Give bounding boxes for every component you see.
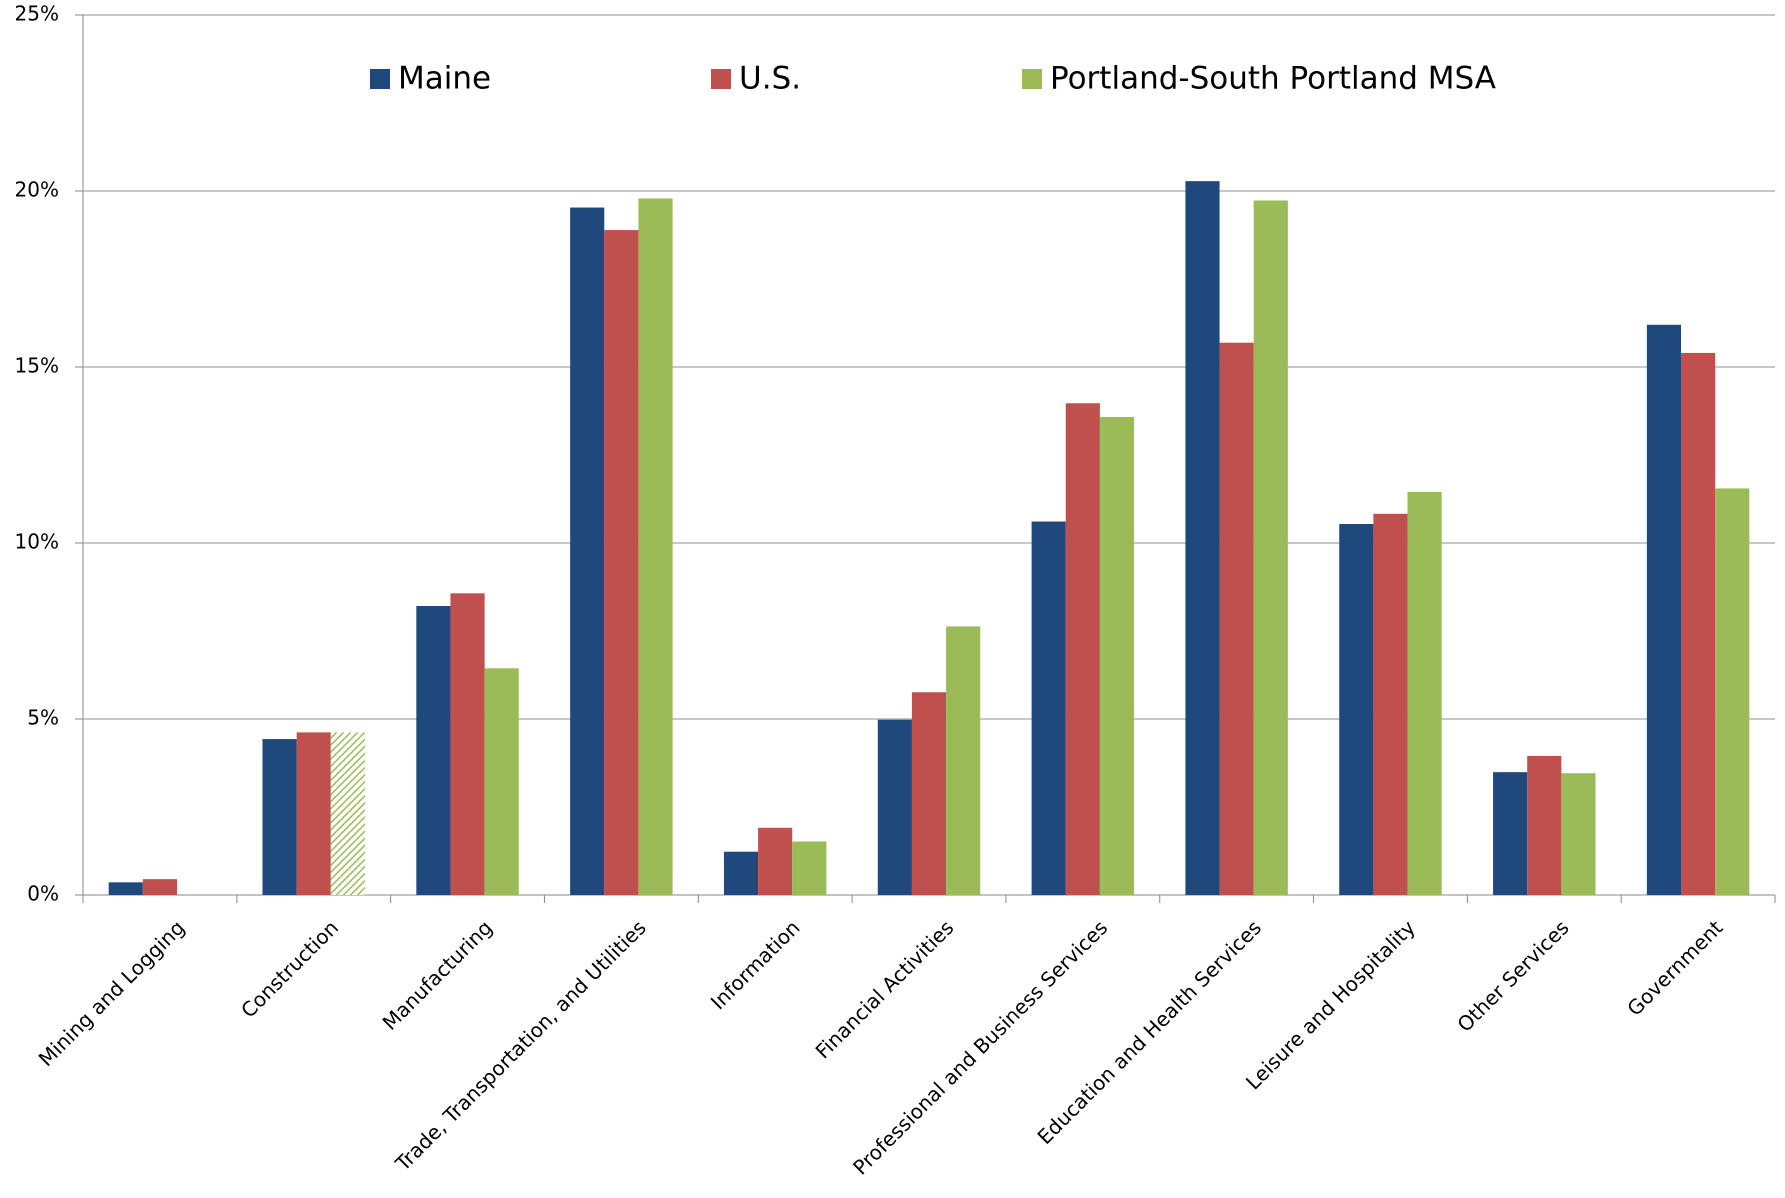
bar xyxy=(1185,181,1220,896)
legend-label: Maine xyxy=(398,61,491,97)
legend-swatch xyxy=(1022,69,1042,89)
bar xyxy=(1219,342,1254,895)
x-tick-label: Financial Activities xyxy=(811,915,959,1063)
x-tick-label: Manufacturing xyxy=(378,915,497,1034)
bar xyxy=(1493,772,1528,895)
bar xyxy=(1065,403,1100,895)
x-tick-label: Trade, Transportation, and Utilities xyxy=(390,915,651,1176)
y-tick-label: 25% xyxy=(15,2,59,26)
bar xyxy=(1407,491,1442,895)
bar xyxy=(416,606,451,895)
y-tick-label: 10% xyxy=(15,530,59,554)
bar xyxy=(1715,488,1750,895)
x-tick-label: Information xyxy=(706,915,805,1014)
bar xyxy=(946,626,981,895)
bar xyxy=(1031,521,1066,895)
y-tick-label: 20% xyxy=(15,178,59,202)
bar xyxy=(911,692,947,895)
x-tick-label: Government xyxy=(1622,915,1727,1020)
x-tick-label: Construction xyxy=(236,915,343,1022)
bar xyxy=(1527,755,1562,895)
legend-label: U.S. xyxy=(739,61,801,97)
bar xyxy=(1339,523,1374,895)
y-tick-label: 0% xyxy=(27,882,59,906)
legend-swatch xyxy=(711,69,731,89)
bar xyxy=(484,668,519,895)
bar xyxy=(1373,513,1408,895)
bar xyxy=(142,879,177,895)
x-tick-label: Leisure and Hospitality xyxy=(1241,915,1420,1094)
bar xyxy=(1253,200,1288,895)
x-tick-label: Professional and Business Services xyxy=(848,915,1112,1179)
y-tick-label: 15% xyxy=(15,354,59,378)
legend-label: Portland-South Portland MSA xyxy=(1050,61,1496,97)
bar xyxy=(877,719,912,895)
bar xyxy=(1099,416,1135,895)
bar xyxy=(330,732,365,895)
bar xyxy=(638,198,673,896)
y-tick-label: 5% xyxy=(27,706,59,730)
bar xyxy=(108,882,143,895)
bar xyxy=(1561,773,1596,895)
bar xyxy=(262,739,297,895)
bar xyxy=(1681,352,1716,895)
bar xyxy=(570,207,605,895)
x-tick-label: Other Services xyxy=(1452,915,1573,1036)
bar xyxy=(450,593,485,895)
bar xyxy=(792,841,827,895)
legend-swatch xyxy=(370,69,390,89)
bar xyxy=(1646,324,1682,895)
bar xyxy=(723,851,759,895)
x-tick-label: Mining and Logging xyxy=(34,915,190,1071)
bar xyxy=(758,827,793,895)
bar xyxy=(604,230,639,895)
bar xyxy=(296,732,331,895)
